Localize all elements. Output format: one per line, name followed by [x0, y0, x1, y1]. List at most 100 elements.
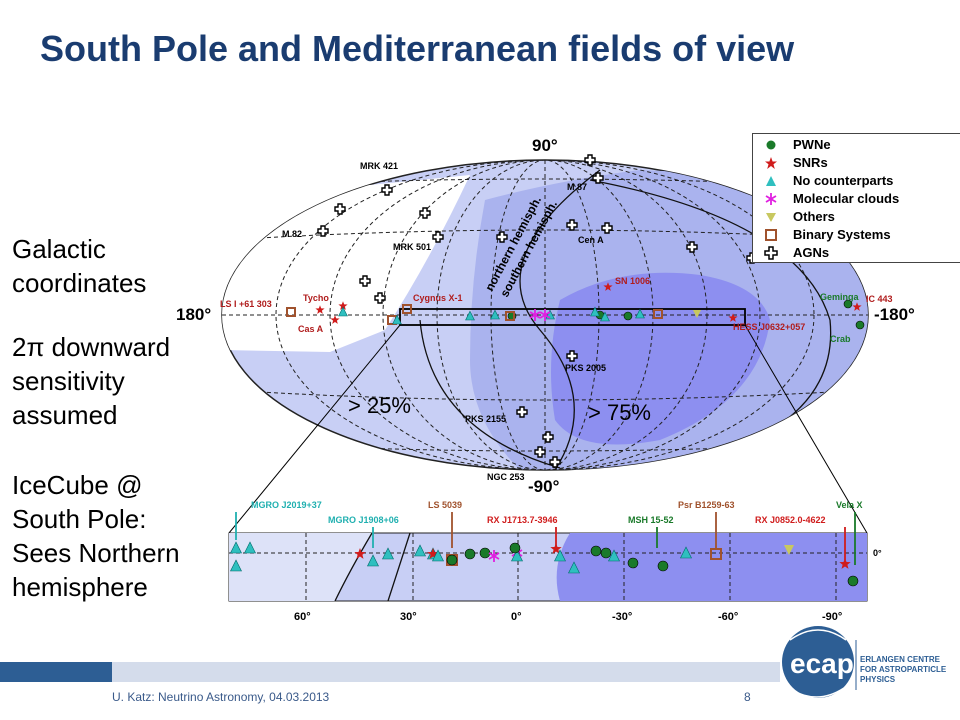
sky-markers [286, 154, 865, 468]
no-counterpart-marker [230, 541, 242, 554]
agn-marker [334, 203, 346, 215]
footer-bar-dark [0, 662, 112, 682]
zoom-tick: 0° [511, 611, 522, 623]
legend-label: Others [793, 209, 835, 224]
binary-marker [653, 309, 663, 319]
other-marker [693, 310, 701, 318]
side-line: assumed [12, 400, 118, 430]
legend-label: PWNe [793, 137, 831, 152]
label-75pct: > 75% [588, 400, 651, 425]
label-cena: Cen A [578, 235, 604, 245]
no-counterpart-marker [244, 541, 256, 554]
zoom-connector-right [744, 324, 868, 534]
legend-label: Binary Systems [793, 227, 891, 242]
label-velax: Vela X [836, 500, 863, 510]
slide-title: South Pole and Mediterranean fields of v… [40, 28, 795, 69]
label-ls5039: LS 5039 [428, 500, 462, 510]
snr-marker [550, 543, 562, 554]
pwn-marker [509, 542, 521, 554]
no-counterpart-marker [432, 549, 444, 562]
pwn-marker [600, 547, 612, 559]
no-counterpart-marker [680, 546, 692, 559]
zoom-tick: -90° [822, 611, 842, 623]
ecap-logo: ecap [782, 626, 857, 698]
pwn-marker [446, 554, 458, 566]
triangle-icon [763, 172, 779, 190]
snr-marker [728, 313, 738, 322]
label-geminga: Geminga [820, 292, 860, 302]
label-lsi: LS I +61 303 [220, 299, 272, 309]
other-marker [784, 545, 794, 555]
agn-marker [686, 241, 698, 253]
snr-marker [354, 548, 366, 559]
snr-marker [330, 315, 340, 324]
agn-marker [496, 231, 508, 243]
binary-marker [402, 304, 412, 314]
zoom-dark-region [556, 533, 867, 601]
label-hess: HESS J0632+057 [733, 322, 805, 332]
circle-icon [763, 136, 779, 154]
legend-label: Molecular clouds [793, 191, 900, 206]
no-counterpart-marker [490, 309, 500, 320]
pwn-marker [627, 557, 639, 569]
side-line: Galactic [12, 234, 106, 264]
label-sn1006: SN 1006 [615, 276, 650, 286]
label-mgro2019: MGRO J2019+37 [251, 500, 322, 510]
zoom-tick: -60° [718, 611, 738, 623]
legend-label: SNRs [793, 155, 828, 170]
no-counterpart-marker [608, 549, 620, 562]
no-counterpart-marker [465, 310, 475, 321]
agn-marker [584, 154, 596, 166]
pwn-marker [855, 320, 865, 330]
square-icon [763, 226, 779, 244]
side-line: sensitivity [12, 366, 125, 396]
label-mgro1908: MGRO J1908+06 [328, 515, 399, 525]
binary-marker [286, 307, 296, 317]
label-25pct: > 25% [348, 393, 411, 418]
legend-label: AGNs [793, 245, 830, 260]
pwn-marker [843, 299, 853, 309]
pwn-marker [623, 311, 633, 321]
side-line: 2π downward [12, 332, 171, 362]
molecular-cloud-marker [529, 309, 541, 321]
legend-item-pwne: PWNe [753, 136, 960, 154]
no-counterpart-marker [382, 547, 394, 560]
agn-marker [542, 431, 554, 443]
label-rxj0852: RX J0852.0-4622 [755, 515, 826, 525]
side-line: Sees Northern [12, 538, 180, 568]
asterisk-icon [763, 190, 779, 208]
agn-marker [601, 222, 613, 234]
agn-marker [317, 225, 329, 237]
snr-marker [839, 558, 851, 569]
label-90: 90° [532, 136, 558, 155]
agn-marker [432, 231, 444, 243]
side-line: coordinates [12, 268, 147, 298]
side-line: hemisphere [12, 572, 148, 602]
pwn-marker [479, 547, 491, 559]
no-counterpart-marker [367, 554, 379, 567]
zoom-tick-labels: 60° 30° 0° -30° -60° -90° [294, 611, 842, 623]
side-text-sensitivity: 2π downward sensitivity assumed [12, 330, 170, 432]
footer-text: U. Katz: Neutrino Astronomy, 04.03.2013 [112, 690, 330, 704]
agn-marker [381, 184, 393, 196]
label-ic443: IC 443 [866, 294, 893, 304]
cross-icon [763, 244, 779, 262]
label-180: 180° [176, 305, 211, 324]
binary-marker [505, 311, 515, 321]
binary-marker [710, 548, 722, 560]
side-text-coordinates: Galactic coordinates [12, 232, 146, 300]
label-mrk501: MRK 501 [393, 242, 431, 252]
label-msh: MSH 15-52 [628, 515, 674, 525]
no-counterpart-marker [511, 549, 523, 562]
logo-line: FOR ASTROPARTICLE [860, 665, 947, 674]
logo-wordmark: ecap [790, 648, 854, 679]
logo-line: PHYSICS [860, 675, 896, 684]
pwn-marker [847, 575, 859, 587]
no-counterpart-marker [600, 311, 610, 322]
no-counterpart-marker [414, 544, 426, 557]
snr-marker [852, 302, 862, 311]
molecular-cloud-marker [539, 309, 551, 321]
no-counterpart-marker [554, 549, 566, 562]
label-zero-lat: 0° [873, 548, 882, 558]
